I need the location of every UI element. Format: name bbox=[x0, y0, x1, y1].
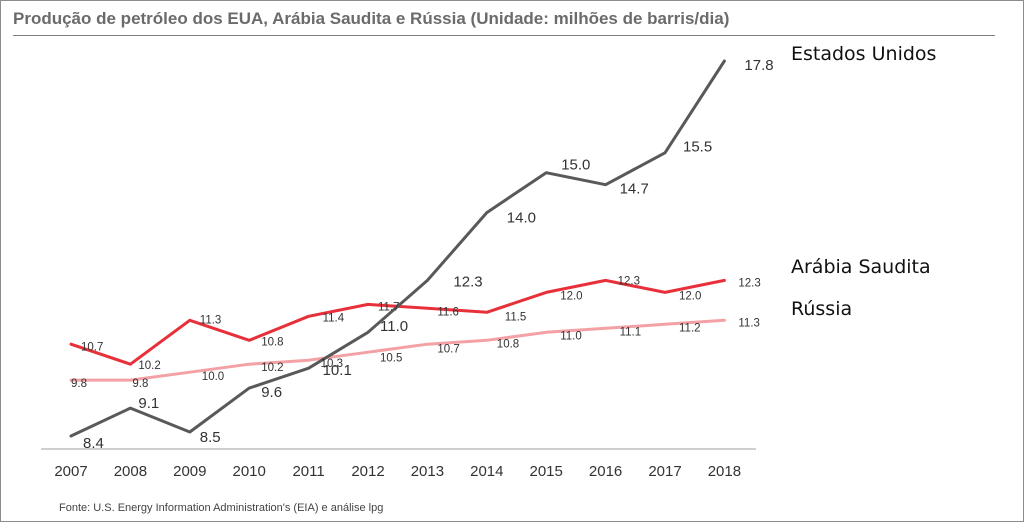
x-tick-label-2018: 2018 bbox=[708, 463, 741, 480]
x-tick-label-2013: 2013 bbox=[411, 463, 444, 480]
data-label-0-2015: 15.0 bbox=[561, 157, 590, 174]
data-label-1-2013: 11.6 bbox=[437, 306, 459, 318]
data-label-0-2012: 11.0 bbox=[380, 318, 408, 335]
x-tick-label-2016: 2016 bbox=[589, 463, 622, 480]
data-label-1-2014: 11.5 bbox=[505, 311, 527, 323]
data-label-2-2015: 11.0 bbox=[560, 330, 582, 342]
x-tick-label-2008: 2008 bbox=[114, 463, 147, 480]
series-line-2 bbox=[69, 318, 726, 382]
x-tick-label-2014: 2014 bbox=[470, 463, 503, 480]
data-label-2-2012: 10.5 bbox=[380, 352, 402, 364]
series-line-0 bbox=[69, 59, 726, 438]
source-note: Fonte: U.S. Energy Information Administr… bbox=[59, 502, 384, 514]
data-label-2-2010: 10.2 bbox=[261, 362, 283, 374]
data-label-1-2016: 12.3 bbox=[618, 275, 640, 287]
data-label-0-2008: 9.1 bbox=[138, 395, 159, 412]
x-tick-label-2015: 2015 bbox=[530, 463, 563, 480]
data-label-2-2011: 10.3 bbox=[321, 358, 343, 370]
data-label-1-2007: 10.7 bbox=[81, 341, 103, 353]
data-label-1-2018: 12.3 bbox=[738, 277, 760, 289]
data-label-0-2018: 17.8 bbox=[744, 57, 773, 74]
data-label-2-2018: 11.3 bbox=[738, 317, 760, 329]
data-label-0-2014: 14.0 bbox=[507, 210, 536, 227]
data-label-2-2013: 10.7 bbox=[437, 343, 459, 355]
data-label-1-2015: 12.0 bbox=[560, 290, 582, 302]
data-label-0-2009: 8.5 bbox=[200, 429, 221, 446]
data-label-1-2017: 12.0 bbox=[679, 290, 701, 302]
series-name-label-0: Estados Unidos bbox=[791, 43, 936, 65]
data-label-2-2008: 9.8 bbox=[132, 378, 148, 390]
title-divider bbox=[13, 35, 995, 36]
data-label-0-2013: 12.3 bbox=[453, 273, 482, 290]
x-tick-label-2012: 2012 bbox=[351, 463, 384, 480]
series-name-label-1: Arábia Saudita bbox=[791, 256, 931, 278]
x-tick-label-2007: 2007 bbox=[54, 463, 87, 480]
data-label-2-2016: 11.1 bbox=[620, 326, 642, 338]
data-label-2-2007: 9.8 bbox=[71, 378, 87, 390]
data-label-1-2011: 11.4 bbox=[323, 312, 345, 324]
data-label-0-2017: 15.5 bbox=[683, 139, 712, 156]
x-tick-label-2010: 2010 bbox=[233, 463, 266, 480]
data-label-2-2009: 10.0 bbox=[202, 371, 224, 383]
data-label-1-2012: 11.7 bbox=[378, 301, 400, 313]
data-label-2-2017: 11.2 bbox=[679, 322, 701, 334]
data-label-1-2009: 11.3 bbox=[200, 314, 222, 326]
chart-title: Produção de petróleo dos EUA, Arábia Sau… bbox=[13, 9, 730, 28]
x-tick-label-2011: 2011 bbox=[292, 463, 324, 480]
data-label-1-2010: 10.8 bbox=[261, 336, 283, 348]
data-label-0-2007: 8.4 bbox=[83, 435, 104, 452]
data-label-0-2010: 9.6 bbox=[261, 384, 282, 401]
data-label-2-2014: 10.8 bbox=[497, 338, 519, 350]
x-tick-label-2017: 2017 bbox=[648, 463, 681, 480]
x-tick-label-2009: 2009 bbox=[173, 463, 206, 480]
series-name-label-2: Rússia bbox=[791, 298, 852, 320]
data-label-1-2008: 10.2 bbox=[138, 360, 160, 372]
data-label-0-2011: 10.1 bbox=[323, 362, 352, 379]
data-label-0-2016: 14.7 bbox=[620, 181, 649, 198]
